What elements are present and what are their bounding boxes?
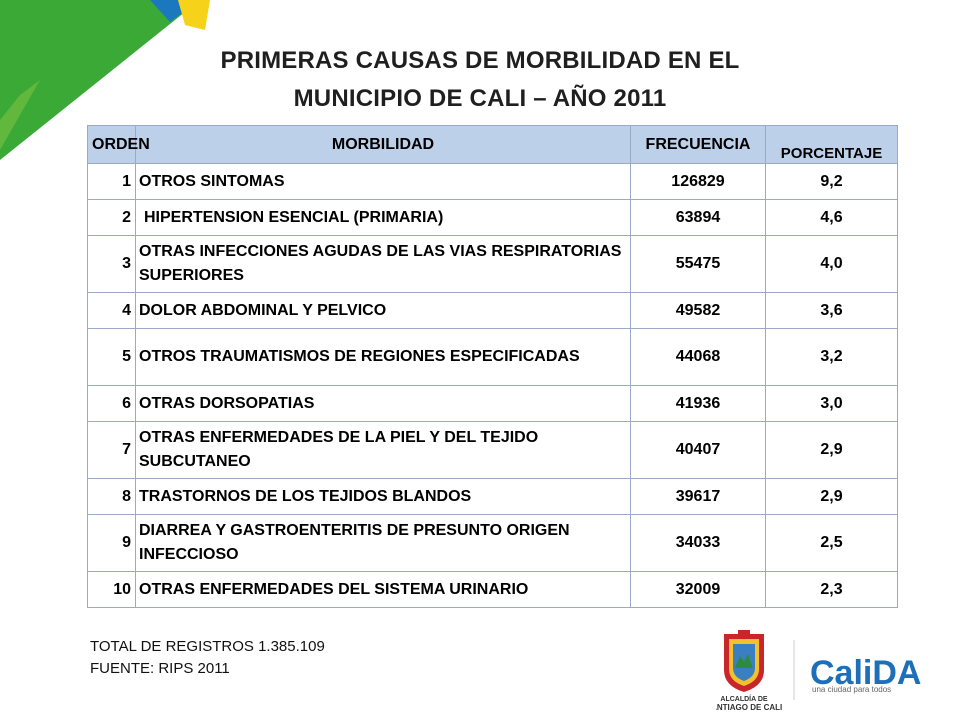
cell-frecuencia: 34033 (630, 514, 766, 572)
table-row: 2 HIPERTENSION ESENCIAL (PRIMARIA) 63894… (87, 199, 898, 236)
cell-frecuencia: 40407 (630, 421, 766, 479)
total-registros: TOTAL DE REGISTROS 1.385.109 (90, 638, 325, 655)
cell-morbilidad: DIARREA Y GASTROENTERITIS DE PRESUNTO OR… (135, 514, 631, 572)
cell-porcentaje: 9,2 (765, 163, 898, 200)
cell-frecuencia: 39617 (630, 478, 766, 515)
cell-frecuencia: 126829 (630, 163, 766, 200)
table-row: 6 OTRAS DORSOPATIAS 41936 3,0 (87, 385, 898, 422)
cell-morbilidad: HIPERTENSION ESENCIAL (PRIMARIA) (135, 199, 631, 236)
corner-decoration (0, 0, 210, 160)
cell-porcentaje: 3,0 (765, 385, 898, 422)
cell-morbilidad: TRASTORNOS DE LOS TEJIDOS BLANDOS (135, 478, 631, 515)
cell-porcentaje: 2,9 (765, 421, 898, 479)
header-porcentaje: PORCENTAJE (765, 125, 898, 164)
table-row: 1 OTROS SINTOMAS 126829 9,2 (87, 163, 898, 200)
alcaldia-line-2: SANTIAGO DE CALI (716, 703, 782, 712)
cell-frecuencia: 41936 (630, 385, 766, 422)
title-line-1: PRIMERAS CAUSAS DE MORBILIDAD EN EL (220, 47, 740, 74)
table-row: 10 OTRAS ENFERMEDADES DEL SISTEMA URINAR… (87, 571, 898, 608)
page-title: PRIMERAS CAUSAS DE MORBILIDAD EN EL MUNI… (80, 42, 880, 118)
header-frecuencia: FRECUENCIA (630, 125, 766, 164)
cell-porcentaje: 2,5 (765, 514, 898, 572)
cell-porcentaje: 3,6 (765, 292, 898, 329)
cell-orden: 2 (87, 199, 136, 236)
logos: ALCALDÍA DE SANTIAGO DE CALI CaliDA una … (716, 630, 921, 712)
cell-frecuencia: 32009 (630, 571, 766, 608)
cell-morbilidad: OTROS TRAUMATISMOS DE REGIONES ESPECIFIC… (135, 328, 631, 386)
footer-notes: TOTAL DE REGISTROS 1.385.109 FUENTE: RIP… (90, 636, 325, 680)
calida-wordmark: CaliDA (810, 654, 921, 692)
cell-morbilidad: OTRAS ENFERMEDADES DE LA PIEL Y DEL TEJI… (135, 421, 631, 479)
cell-porcentaje: 3,2 (765, 328, 898, 386)
table-row: 5 OTROS TRAUMATISMOS DE REGIONES ESPECIF… (87, 328, 898, 386)
cell-orden: 3 (87, 235, 136, 293)
cell-frecuencia: 44068 (630, 328, 766, 386)
table-row: 4 DOLOR ABDOMINAL Y PELVICO 49582 3,6 (87, 292, 898, 329)
table-row: 9 DIARREA Y GASTROENTERITIS DE PRESUNTO … (87, 514, 898, 572)
cell-porcentaje: 2,3 (765, 571, 898, 608)
cell-morbilidad: OTRAS INFECCIONES AGUDAS DE LAS VIAS RES… (135, 235, 631, 293)
cell-orden: 4 (87, 292, 136, 329)
cell-orden: 5 (87, 328, 136, 386)
cell-porcentaje: 4,6 (765, 199, 898, 236)
title-line-2: MUNICIPIO DE CALI – AÑO 2011 (293, 85, 667, 112)
cell-orden: 1 (87, 163, 136, 200)
cell-morbilidad: OTRAS DORSOPATIAS (135, 385, 631, 422)
alcaldia-shield-icon (724, 630, 764, 692)
cell-frecuencia: 49582 (630, 292, 766, 329)
table-row: 3 OTRAS INFECCIONES AGUDAS DE LAS VIAS R… (87, 235, 898, 293)
header-morbilidad: MORBILIDAD (135, 125, 631, 164)
cell-morbilidad: OTRAS ENFERMEDADES DEL SISTEMA URINARIO (135, 571, 631, 608)
morbidity-table: ORDEN MORBILIDAD FRECUENCIA PORCENTAJE 1… (87, 125, 898, 608)
fuente: FUENTE: RIPS 2011 (90, 660, 230, 677)
header-orden: ORDEN (87, 125, 150, 164)
cell-orden: 9 (87, 514, 136, 572)
cell-porcentaje: 4,0 (765, 235, 898, 293)
table-row: 7 OTRAS ENFERMEDADES DE LA PIEL Y DEL TE… (87, 421, 898, 479)
cell-orden: 10 (87, 571, 136, 608)
cell-porcentaje: 2,9 (765, 478, 898, 515)
cell-frecuencia: 55475 (630, 235, 766, 293)
cell-frecuencia: 63894 (630, 199, 766, 236)
cell-orden: 8 (87, 478, 136, 515)
cell-morbilidad: DOLOR ABDOMINAL Y PELVICO (135, 292, 631, 329)
table-row: 8 TRASTORNOS DE LOS TEJIDOS BLANDOS 3961… (87, 478, 898, 515)
alcaldia-line-1: ALCALDÍA DE (720, 694, 768, 703)
table-header-row: ORDEN MORBILIDAD FRECUENCIA PORCENTAJE (87, 125, 898, 164)
calida-tagline: una ciudad para todos (812, 685, 891, 694)
cell-orden: 6 (87, 385, 136, 422)
cell-morbilidad: OTROS SINTOMAS (135, 163, 631, 200)
cell-orden: 7 (87, 421, 136, 479)
